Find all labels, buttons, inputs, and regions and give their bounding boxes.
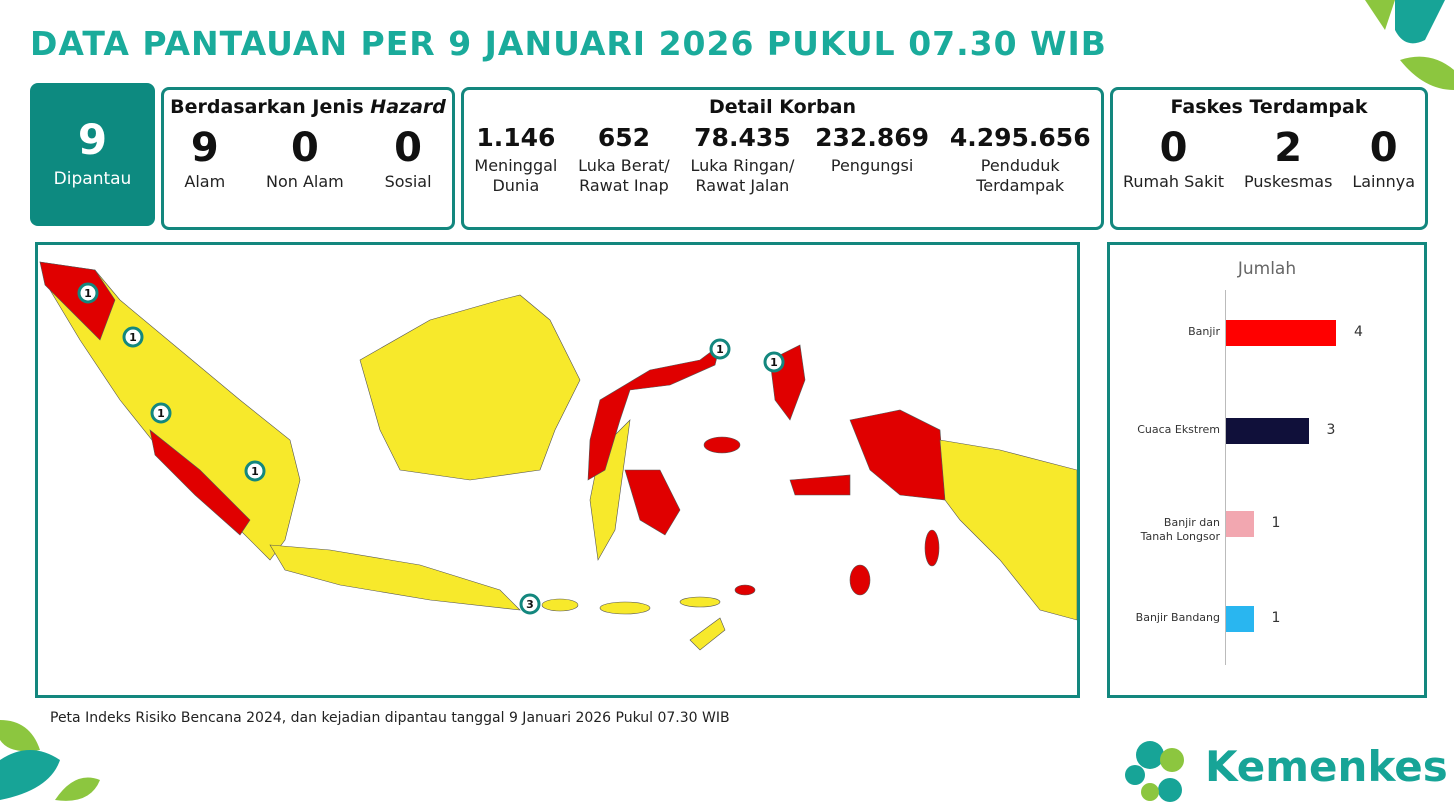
hazard-item: 0 Sosial — [385, 124, 432, 192]
hazard-title-emphasis: Hazard — [370, 96, 446, 118]
facility-item-value: 0 — [1369, 125, 1398, 171]
casualty-title: Detail Korban — [709, 96, 856, 118]
casualty-item-value: 652 — [597, 123, 650, 152]
hazard-item-value: 9 — [190, 125, 219, 171]
bar — [1226, 606, 1254, 632]
map-marker — [122, 326, 144, 348]
casualty-item: 232.869 Pengungsi — [815, 120, 929, 196]
casualty-item-label: Luka Ringan/ Rawat Jalan — [690, 156, 795, 195]
chart-card: Jumlah Banjir 4 Cuaca Ekstrem 3 Banjir dan T… — [1107, 242, 1427, 698]
bar — [1226, 320, 1336, 346]
facility-item: 0 Rumah Sakit — [1123, 124, 1224, 192]
hazard-items: 9 Alam 0 Non Alam 0 Sosial — [164, 124, 452, 192]
hazard-item-label: Sosial — [384, 172, 432, 191]
value-label: 1 — [1271, 515, 1281, 531]
hazard-item-label: Alam — [184, 172, 226, 191]
facility-item: 0 Lainnya — [1352, 124, 1415, 192]
hazard-item-value: 0 — [290, 125, 319, 171]
facility-title: Faskes Terdampak — [1170, 96, 1368, 118]
casualty-item-label: Pengungsi — [830, 156, 914, 175]
axis-line — [1225, 290, 1226, 665]
monitored-count: 9 — [77, 115, 108, 164]
hazard-item: 9 Alam — [184, 124, 225, 192]
casualty-item-label: Penduduk Terdampak — [976, 156, 1065, 195]
casualty-item: 652 Luka Berat/ Rawat Inap — [578, 120, 670, 196]
facility-card: Faskes Terdampak 0 Rumah Sakit 2 Puskesmas 0… — [1110, 87, 1428, 230]
hazard-title: Berdasarkan Jenis Hazard — [164, 96, 452, 118]
casualty-item-value: 1.146 — [476, 123, 556, 152]
value-label: 1 — [1271, 610, 1281, 626]
casualty-item-value: 4.295.656 — [949, 123, 1091, 152]
category-label: Cuaca Ekstrem — [1137, 423, 1220, 436]
monitored-label: Dipantau — [53, 169, 132, 189]
hazard-title-prefix: Berdasarkan Jenis — [170, 96, 371, 118]
value-label: 4 — [1354, 324, 1363, 340]
bar — [1226, 511, 1254, 537]
map-card: 1 1 1 1 3 1 1 — [35, 242, 1080, 698]
casualty-item-value: 78.435 — [694, 123, 791, 152]
map-marker-count: 1 — [251, 465, 259, 478]
facility-item-value: 0 — [1159, 125, 1188, 171]
logo-text: Kemenkes — [1205, 742, 1448, 791]
casualty-item: 1.146 Meninggal Dunia — [474, 120, 557, 196]
monitored-card: 9 Dipantau — [30, 83, 155, 226]
casualty-item: 78.435 Luka Ringan/ Rawat Jalan — [690, 120, 794, 196]
hazard-item-value: 0 — [394, 125, 422, 171]
hazard-item: 0 Non Alam — [266, 124, 344, 192]
casualty-items: 1.146 Meninggal Dunia 652 Luka Berat/ Rawat… — [464, 120, 1101, 196]
casualty-card: Detail Korban 1.146 Meninggal Dunia 652 Luk… — [461, 87, 1104, 230]
map-marker-count: 1 — [157, 407, 165, 420]
casualty-item-label: Luka Berat/ Rawat Inap — [578, 156, 670, 195]
category-label: Banjir — [1188, 325, 1220, 338]
map-marker-count: 1 — [716, 343, 724, 356]
map: 1 1 1 1 3 1 1 — [39, 261, 1078, 651]
category-label: Banjir dan Tanah Longsor — [1140, 516, 1220, 543]
facility-item-value: 2 — [1274, 125, 1303, 171]
casualty-item-value: 232.869 — [815, 123, 930, 152]
facility-items: 0 Rumah Sakit 2 Puskesmas 0 Lainnya — [1113, 124, 1425, 192]
map-marker — [519, 593, 541, 615]
footnote: Peta Indeks Risiko Bencana 2024, dan kej… — [50, 710, 730, 726]
map-marker — [77, 282, 99, 304]
map-marker-count: 3 — [526, 598, 534, 611]
facility-item-label: Puskesmas — [1243, 172, 1333, 191]
hazard-item-label: Non Alam — [266, 172, 344, 191]
map-marker — [244, 460, 266, 482]
facility-item: 2 Puskesmas — [1244, 124, 1332, 192]
map-marker — [709, 338, 731, 360]
map-marker-count: 1 — [84, 287, 92, 300]
facility-item-label: Lainnya — [1352, 172, 1416, 191]
value-label: 3 — [1326, 422, 1336, 438]
map-marker — [763, 351, 785, 373]
hazard-card: Berdasarkan Jenis Hazard 9 Alam 0 Non Alam 0… — [161, 87, 455, 230]
casualty-item-label: Meninggal Dunia — [474, 156, 558, 195]
map-marker-count: 1 — [129, 331, 137, 344]
casualty-item: 4.295.656 Penduduk Terdampak — [950, 120, 1091, 196]
title: DATA PANTAUAN PER 9 JANUARI 2026 PUKUL 0… — [30, 24, 1107, 63]
map-marker — [150, 402, 172, 424]
map-marker-count: 1 — [770, 356, 778, 369]
chart-title: Jumlah — [1237, 259, 1297, 279]
facility-item-label: Rumah Sakit — [1122, 172, 1225, 191]
category-label: Banjir Bandang — [1135, 611, 1220, 624]
bar — [1226, 418, 1309, 444]
